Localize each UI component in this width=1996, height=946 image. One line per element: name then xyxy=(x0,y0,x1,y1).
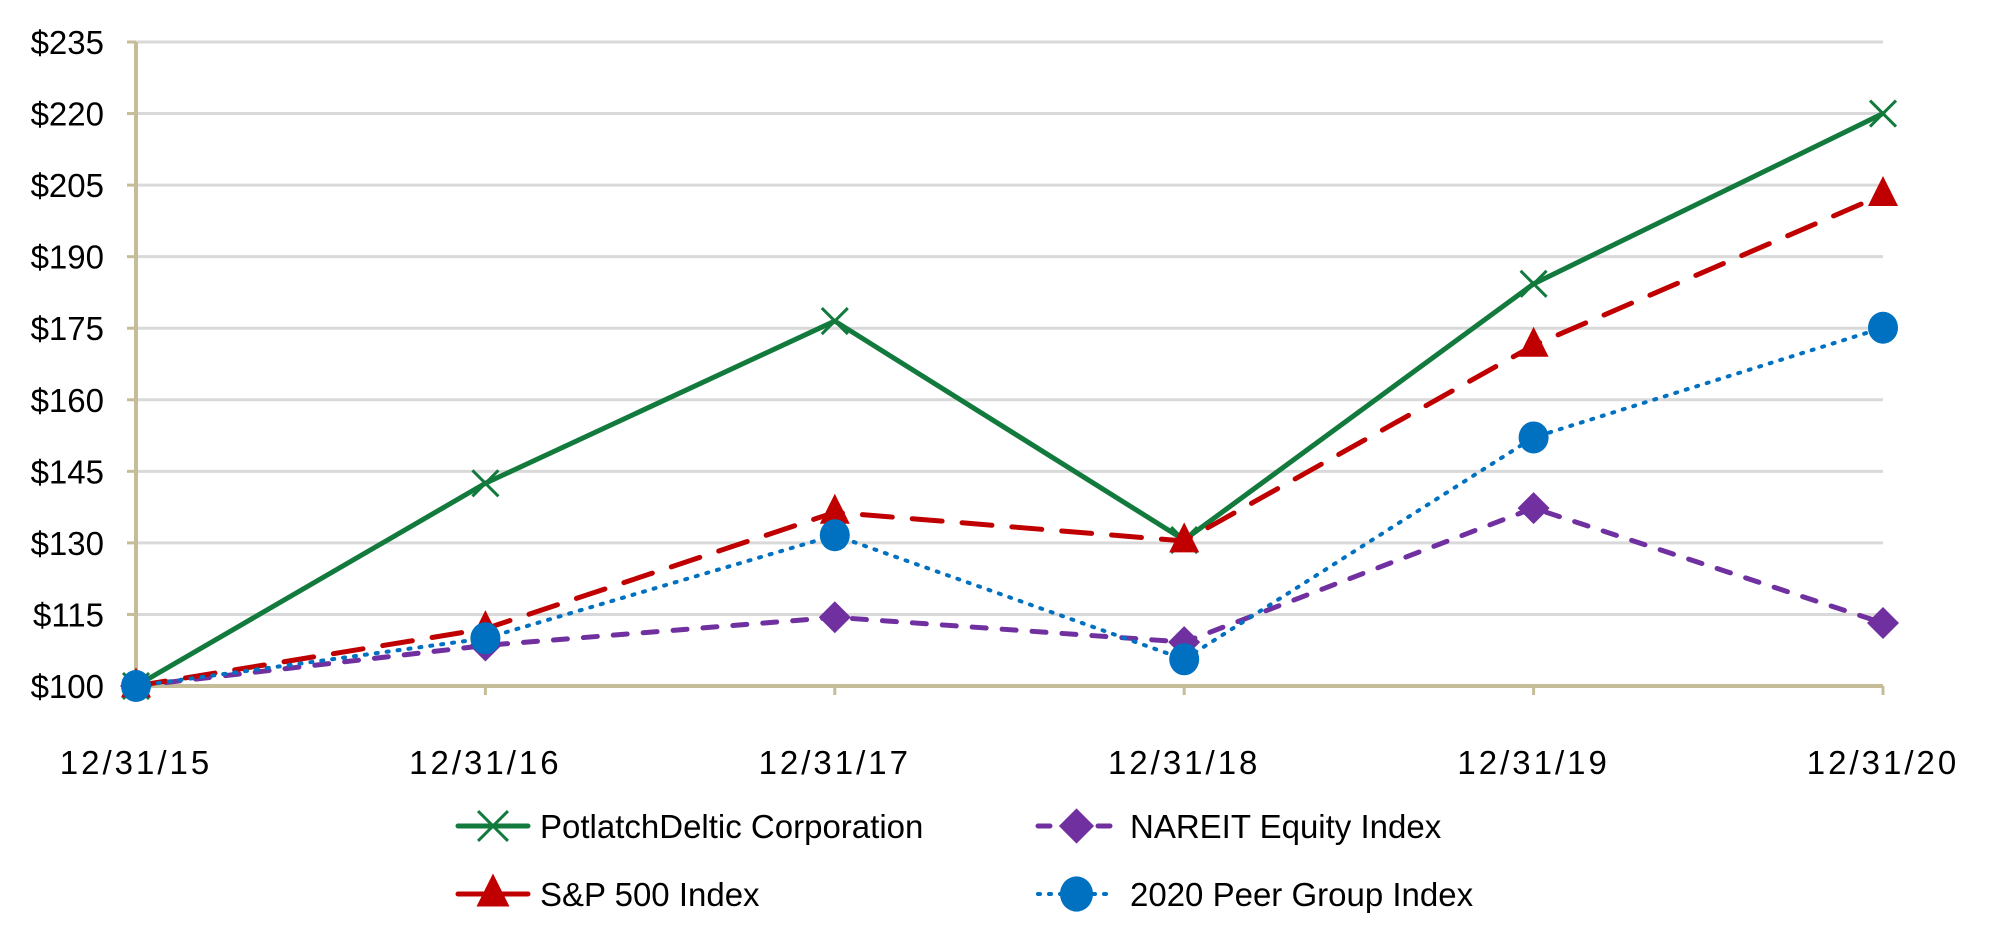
y-tick-label: $175 xyxy=(31,310,104,347)
data-point xyxy=(1868,99,1898,128)
y-tick-label: $115 xyxy=(33,596,104,633)
data-point xyxy=(1518,421,1549,454)
legend-marker-diamond-icon xyxy=(1058,808,1095,844)
y-tick-label: $235 xyxy=(31,24,104,61)
data-point xyxy=(819,493,850,524)
data-point xyxy=(1169,643,1200,676)
y-tick-label: $190 xyxy=(31,239,104,276)
x-axis: 12/31/15 12/31/16 12/31/17 12/31/18 12/31/19… xyxy=(60,684,1959,781)
data-point xyxy=(820,307,849,336)
x-tick-label: 12/31/17 xyxy=(759,744,911,781)
data-point xyxy=(121,670,151,702)
series-layer xyxy=(120,99,1899,702)
x-stroke xyxy=(820,307,849,336)
data-point xyxy=(1867,607,1899,640)
data-point xyxy=(470,622,501,655)
y-tick-label: $145 xyxy=(31,453,104,490)
legend-label: S&P 500 Index xyxy=(540,876,760,913)
x-tick-label: 12/31/15 xyxy=(60,744,212,781)
series-s-p-500-index xyxy=(121,176,1898,698)
y-axis: $100 $115 $130 $145 $160 $175 $190 $205 $220 $235 xyxy=(31,24,138,705)
data-point xyxy=(471,469,500,498)
series-2020-peer-group-index xyxy=(121,311,1898,702)
legend-item: PotlatchDeltic Corporation xyxy=(455,808,923,845)
data-point xyxy=(1868,176,1898,207)
legend-item: S&P 500 Index xyxy=(455,873,760,913)
x-stroke xyxy=(471,469,500,498)
data-point xyxy=(1517,492,1550,525)
x-tick-label: 12/31/18 xyxy=(1108,744,1260,781)
y-tick-label: $220 xyxy=(31,96,104,133)
legend-item: 2020 Peer Group Index xyxy=(1036,876,1474,913)
x-stroke xyxy=(1519,269,1548,298)
legend-item: NAREIT Equity Index xyxy=(1035,808,1442,845)
x-tick-label: 12/31/20 xyxy=(1807,744,1959,781)
series-line xyxy=(134,325,1885,688)
data-point xyxy=(1519,269,1548,298)
y-tick-label: $130 xyxy=(31,525,104,562)
gridlines xyxy=(136,40,1883,616)
data-point xyxy=(1518,326,1549,357)
x-tick-label: 12/31/19 xyxy=(1457,744,1609,781)
data-point xyxy=(818,601,851,634)
x-tick-label: 12/31/16 xyxy=(409,744,561,781)
y-tick-label: $205 xyxy=(31,167,104,204)
legend-label: NAREIT Equity Index xyxy=(1130,808,1442,845)
series-line xyxy=(133,505,1886,689)
legend-marker-x-icon xyxy=(476,809,510,843)
y-tick-label: $100 xyxy=(31,668,104,705)
legend-marker-triangle-icon xyxy=(476,873,510,907)
series-line xyxy=(133,192,1886,689)
legend: PotlatchDeltic Corporation NAREIT Equity … xyxy=(455,808,1474,913)
data-point xyxy=(1868,311,1898,344)
series-line xyxy=(133,111,1886,689)
legend-label: 2020 Peer Group Index xyxy=(1130,876,1474,913)
data-point xyxy=(1169,522,1200,553)
x-stroke xyxy=(476,809,510,843)
y-tick-label: $160 xyxy=(31,382,104,419)
data-point xyxy=(819,519,850,552)
legend-label: PotlatchDeltic Corporation xyxy=(540,808,923,845)
legend-marker-circle-icon xyxy=(1060,876,1093,912)
x-stroke xyxy=(1868,99,1898,128)
